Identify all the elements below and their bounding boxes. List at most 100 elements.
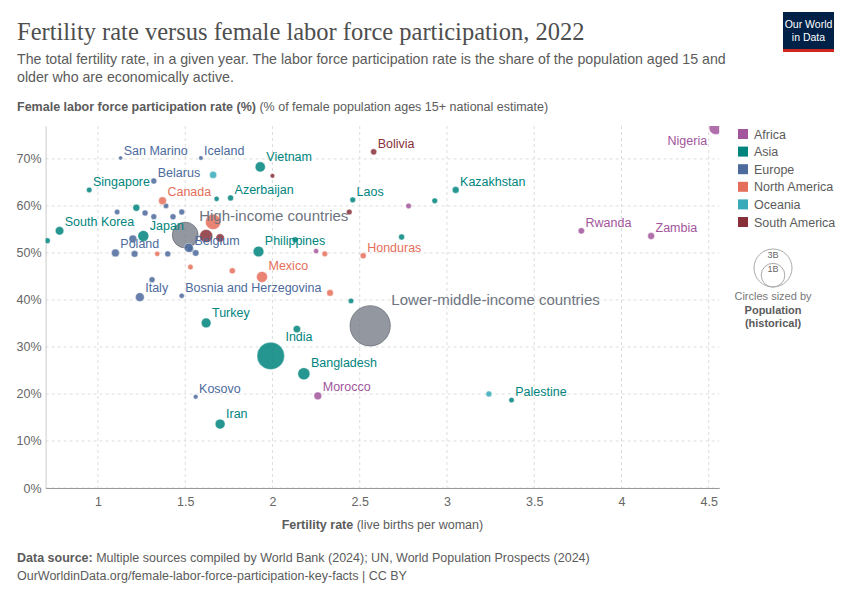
point-label: Philippines [265, 234, 325, 248]
x-tick: 3.5 [526, 488, 543, 509]
x-axis-line [46, 488, 720, 489]
y-tick: 30% [17, 340, 46, 354]
y-tick: 50% [17, 246, 46, 260]
x-tick: 4 [618, 488, 625, 509]
point-label: Belgium [194, 234, 239, 248]
source: Data source: Multiple sources compiled b… [17, 551, 590, 565]
x-tick-label: 4.5 [701, 495, 718, 509]
logo-text: Our World [785, 18, 833, 30]
x-tick-label: 3 [444, 495, 451, 509]
point [327, 290, 334, 297]
logo-text: in Data [792, 31, 825, 43]
legend-label: South America [754, 216, 835, 230]
point-label: Iran [226, 407, 248, 421]
point [193, 394, 198, 399]
point-label: Poland [120, 237, 159, 251]
point [360, 253, 366, 259]
source-text: Multiple sources compiled by World Bank … [93, 551, 590, 565]
point-label: Bolivia [378, 137, 415, 151]
point-label: Palestine [515, 385, 566, 399]
point [55, 227, 63, 235]
x-tick-label: 2.5 [352, 495, 369, 509]
point [111, 249, 119, 257]
y-tick: 60% [17, 199, 46, 213]
point [46, 238, 51, 244]
y-axis: 0% 10% 20% 30% 40% 50% 60% 70% [17, 127, 47, 496]
point [648, 233, 655, 240]
y-axis-title: Female labor force participation rate (%… [17, 100, 548, 114]
point [314, 249, 319, 254]
point [399, 234, 405, 240]
size-legend-label: 3B [767, 250, 778, 260]
point [406, 203, 412, 209]
point-label: Canada [167, 185, 211, 199]
x-grid-line [621, 126, 622, 488]
size-legend: 3B1BCircles sized byPopulation(historica… [734, 249, 812, 329]
point-label: Bosnia and Herzegovina [185, 281, 321, 295]
y-tick: 10% [17, 434, 46, 448]
y-tick: 0% [24, 482, 46, 496]
x-axis-title: Fertility rate (live births per woman) [282, 518, 483, 532]
point [253, 246, 264, 257]
x-axis-title-main: Fertility rate [282, 518, 354, 532]
size-legend-title: Circles sized by [734, 290, 812, 302]
point-label: India [285, 330, 312, 344]
point [314, 392, 322, 400]
point [350, 197, 356, 203]
point [135, 293, 144, 302]
point [155, 251, 160, 256]
x-tick: 2 [269, 488, 276, 509]
point [348, 298, 353, 303]
point [486, 391, 492, 397]
point [188, 264, 193, 269]
x-tick-label: 1 [95, 495, 102, 509]
x-tick: 1.5 [177, 488, 194, 509]
point-label: Honduras [367, 241, 421, 255]
x-tick-label: 1.5 [177, 495, 194, 509]
point-label: Rwanda [586, 216, 632, 230]
point-label: Italy [145, 281, 169, 295]
point [322, 251, 328, 257]
x-tick: 1 [95, 488, 102, 509]
point [201, 318, 211, 328]
point-label: Morocco [323, 380, 371, 394]
x-grid-line [359, 126, 360, 488]
x-tick-label: 3.5 [526, 495, 543, 509]
aggregate-point [350, 306, 390, 346]
y-tick-label: 60% [17, 199, 42, 213]
point-label: Kazakhstan [460, 175, 525, 189]
point [133, 204, 140, 211]
url: OurWorldinData.org/female-labor-force-pa… [17, 569, 408, 583]
point [192, 250, 199, 257]
x-tick-label: 2 [269, 495, 276, 509]
y-tick: 40% [17, 293, 46, 307]
point [578, 228, 584, 234]
point [709, 126, 719, 134]
point [142, 210, 148, 216]
legend-label: Europe [754, 163, 794, 177]
point [371, 149, 377, 155]
grid [46, 126, 720, 488]
point [229, 268, 235, 274]
x-axis: 1 1.5 2 2.5 3 3.5 4 4.5 [46, 488, 720, 509]
legend-swatch [738, 164, 748, 174]
legend-label: Asia [754, 145, 778, 159]
y-tick-label: 70% [17, 152, 42, 166]
y-grid-line [46, 299, 720, 300]
size-legend-note: (historical) [745, 317, 802, 329]
y-grid-line [46, 158, 720, 159]
legend-label: Africa [754, 128, 786, 142]
point [210, 171, 217, 178]
point [184, 243, 193, 252]
point [165, 251, 171, 257]
point [255, 162, 265, 172]
x-grid-line [708, 126, 709, 488]
point-label: Bangladesh [311, 356, 377, 370]
legend-swatch [738, 217, 748, 227]
legend-swatch [738, 129, 748, 139]
point [298, 368, 310, 380]
point [131, 251, 138, 258]
legend: AfricaAsiaEuropeNorth AmericaOceaniaSout… [738, 128, 835, 230]
y-tick: 20% [17, 387, 46, 401]
legend-label: Oceania [754, 198, 801, 212]
